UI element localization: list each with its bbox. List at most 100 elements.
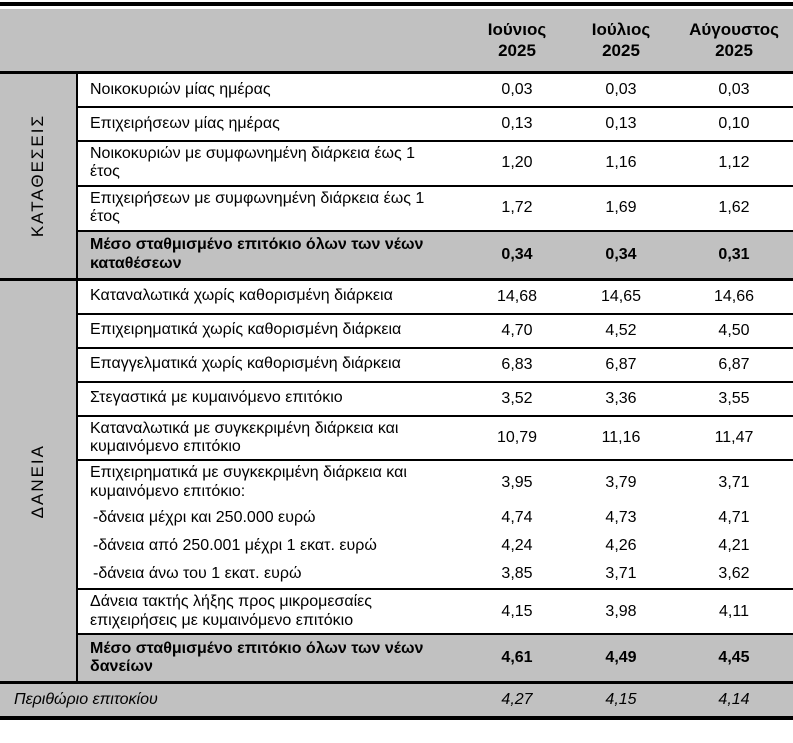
row-label: -δάνεια από 250.001 μέχρι 1 εκατ. ευρώ xyxy=(93,536,377,554)
section-rows-loans: Καταναλωτικά χωρίς καθορισμένη διάρκεια 1… xyxy=(78,281,793,681)
value-cell: 4,74 xyxy=(501,509,533,527)
table-sections: ΚΑΤΑΘΕΣΕΙΣ Νοικοκυριών μίας ημέρας 0,03 0,0… xyxy=(0,74,793,681)
value-cell: 0,03 xyxy=(501,81,533,98)
row-label: Επαγγελματικά χωρίς καθορισμένη διάρκεια xyxy=(90,355,401,373)
table-row: Στεγαστικά με κυμαινόμενο επιτόκιο 3,52 3,… xyxy=(78,380,793,415)
row-label: Μέσο σταθμισμένο επιτόκιο όλων των νέων … xyxy=(90,236,424,272)
column-header-month-3: Αύγουστος 2025 xyxy=(675,13,793,68)
table-row: Επιχειρηματικά χωρίς καθορισμένη διάρκει… xyxy=(78,312,793,347)
table-row: Επιχειρήσεων με συμφωνημένη διάρκεια έως… xyxy=(78,184,793,230)
value-cell: 3,71 xyxy=(605,565,637,583)
value-cell: 4,15 xyxy=(501,602,533,620)
value-cell: 14,65 xyxy=(600,287,642,305)
row-label: Μέσο σταθμισμένο επιτόκιο όλων των νέων … xyxy=(90,639,424,675)
section-deposits: ΚΑΤΑΘΕΣΕΙΣ Νοικοκυριών μίας ημέρας 0,03 0,0… xyxy=(0,74,793,278)
month-year: 2025 xyxy=(498,41,536,60)
value-cell: 4,52 xyxy=(605,321,637,339)
value-cell: 3,95 xyxy=(501,473,533,491)
value-cell: 0,10 xyxy=(718,115,750,132)
value-cell: 3,62 xyxy=(718,565,750,583)
value-cell: 4,49 xyxy=(605,648,637,666)
row-label: Δάνεια τακτής λήξης προς μικρομεσαίες επ… xyxy=(90,593,372,629)
section-label-cell-loans: ΔΑΝΕΙΑ xyxy=(0,280,78,681)
value-cell: 3,71 xyxy=(718,473,750,491)
table-row: Δάνεια τακτής λήξης προς μικρομεσαίες επ… xyxy=(78,588,793,633)
table-row: Καταναλωτικά χωρίς καθορισμένη διάρκεια 1… xyxy=(78,281,793,313)
value-cell: 3,98 xyxy=(605,602,637,620)
value-cell: 4,26 xyxy=(605,537,637,555)
value-cell: 3,55 xyxy=(718,389,750,407)
value-cell: 3,79 xyxy=(605,473,637,491)
footer-row: Περιθώριο επιτοκίου 4,27 4,15 4,14 xyxy=(0,680,793,720)
value-cell: 1,20 xyxy=(501,154,533,172)
value-cell: 4,71 xyxy=(718,509,750,527)
value-cell: 4,15 xyxy=(605,690,637,708)
value-cell: 6,87 xyxy=(605,355,637,373)
summary-row: Μέσο σταθμισμένο επιτόκιο όλων των νέων … xyxy=(78,632,793,681)
table-row: -δάνεια άνω του 1 εκατ. ευρώ 3,85 3,71 3,62 xyxy=(78,560,793,588)
table-row: Επιχειρηματικά με συγκεκριμένη διάρκεια … xyxy=(78,459,793,504)
header-columns: Ιούνιος 2025 Ιούλιος 2025 Αύγουστος 2025 xyxy=(78,13,793,68)
value-cell: 0,03 xyxy=(718,81,750,98)
table-row: -δάνεια μέχρι και 250.000 ευρώ 4,74 4,73 4,… xyxy=(78,504,793,532)
section-loans: ΔΑΝΕΙΑ Καταναλωτικά χωρίς καθορισμένη διά… xyxy=(0,277,793,681)
table-header: Ιούνιος 2025 Ιούλιος 2025 Αύγουστος 2025 xyxy=(0,9,793,74)
value-cell: 1,12 xyxy=(718,154,750,172)
row-label: Στεγαστικά με κυμαινόμενο επιτόκιο xyxy=(90,389,343,407)
row-label: Επιχειρήσεων με συμφωνημένη διάρκεια έως… xyxy=(90,189,425,226)
row-label: Νοικοκυριών με συμφωνημένη διάρκεια έως … xyxy=(90,145,416,181)
column-header-month-1: Ιούνιος 2025 xyxy=(467,13,567,68)
value-cell: 4,50 xyxy=(718,321,750,339)
value-cell: 1,62 xyxy=(718,199,750,217)
table-row: Επαγγελματικά χωρίς καθορισμένη διάρκεια… xyxy=(78,346,793,381)
month-name: Ιούλιος xyxy=(591,19,651,39)
section-rows-deposits: Νοικοκυριών μίας ημέρας 0,03 0,03 0,03 Επιχε… xyxy=(78,74,793,278)
interest-rates-table: Ιούνιος 2025 Ιούλιος 2025 Αύγουστος 2025… xyxy=(0,2,793,720)
value-cell: 3,36 xyxy=(605,389,637,407)
month-name: Ιούνιος xyxy=(487,19,547,39)
value-cell: 0,31 xyxy=(718,245,750,263)
row-label: Επιχειρήσεων μίας ημέρας xyxy=(90,114,280,132)
row-label: -δάνεια άνω του 1 εκατ. ευρώ xyxy=(93,564,302,582)
value-cell: 10,79 xyxy=(496,428,538,446)
section-label-cell-deposits: ΚΑΤΑΘΕΣΕΙΣ xyxy=(0,74,78,278)
value-cell: 0,13 xyxy=(605,115,637,132)
row-label: Νοικοκυριών μίας ημέρας xyxy=(90,80,271,98)
value-cell: 4,11 xyxy=(719,602,749,620)
value-cell: 14,68 xyxy=(496,287,538,305)
value-cell: 1,72 xyxy=(501,199,533,217)
value-cell: 14,66 xyxy=(713,287,755,305)
month-year: 2025 xyxy=(602,41,640,60)
value-cell: 0,13 xyxy=(501,115,533,132)
value-cell: 4,45 xyxy=(718,648,750,666)
value-cell: 6,83 xyxy=(501,355,533,373)
table-row: -δάνεια από 250.001 μέχρι 1 εκατ. ευρώ 4,… xyxy=(78,532,793,560)
footer-label: Περιθώριο επιτοκίου xyxy=(14,690,158,708)
value-cell: 4,70 xyxy=(501,321,533,339)
table-top-border xyxy=(0,2,793,6)
value-cell: 4,27 xyxy=(501,690,533,708)
summary-row: Μέσο σταθμισμένο επιτόκιο όλων των νέων … xyxy=(78,229,793,278)
value-cell: 0,34 xyxy=(605,245,637,263)
value-cell: 4,21 xyxy=(718,537,750,555)
value-cell: 4,73 xyxy=(605,509,637,527)
row-label: Επιχειρηματικά με συγκεκριμένη διάρκεια … xyxy=(90,464,407,500)
value-cell: 11,16 xyxy=(601,428,641,446)
value-cell: 4,24 xyxy=(501,537,533,555)
value-cell: 1,69 xyxy=(605,199,637,217)
month-year: 2025 xyxy=(715,41,753,60)
row-label: -δάνεια μέχρι και 250.000 ευρώ xyxy=(93,508,316,526)
value-cell: 11,47 xyxy=(714,428,754,446)
table-row: Επιχειρήσεων μίας ημέρας 0,13 0,13 0,10 xyxy=(78,106,793,140)
section-label-deposits: ΚΑΤΑΘΕΣΕΙΣ xyxy=(28,114,47,238)
value-cell: 4,14 xyxy=(718,690,750,708)
value-cell: 3,85 xyxy=(501,565,533,583)
table-row: Νοικοκυριών με συμφωνημένη διάρκεια έως … xyxy=(78,140,793,185)
row-label: Καταναλωτικά με συγκεκριμένη διάρκεια κα… xyxy=(90,419,399,455)
value-cell: 0,34 xyxy=(501,245,533,263)
section-label-loans: ΔΑΝΕΙΑ xyxy=(28,443,47,518)
value-cell: 1,16 xyxy=(605,154,637,172)
value-cell: 0,03 xyxy=(605,81,637,98)
row-label: Καταναλωτικά χωρίς καθορισμένη διάρκεια xyxy=(90,287,393,305)
month-name: Αύγουστος xyxy=(689,19,779,39)
